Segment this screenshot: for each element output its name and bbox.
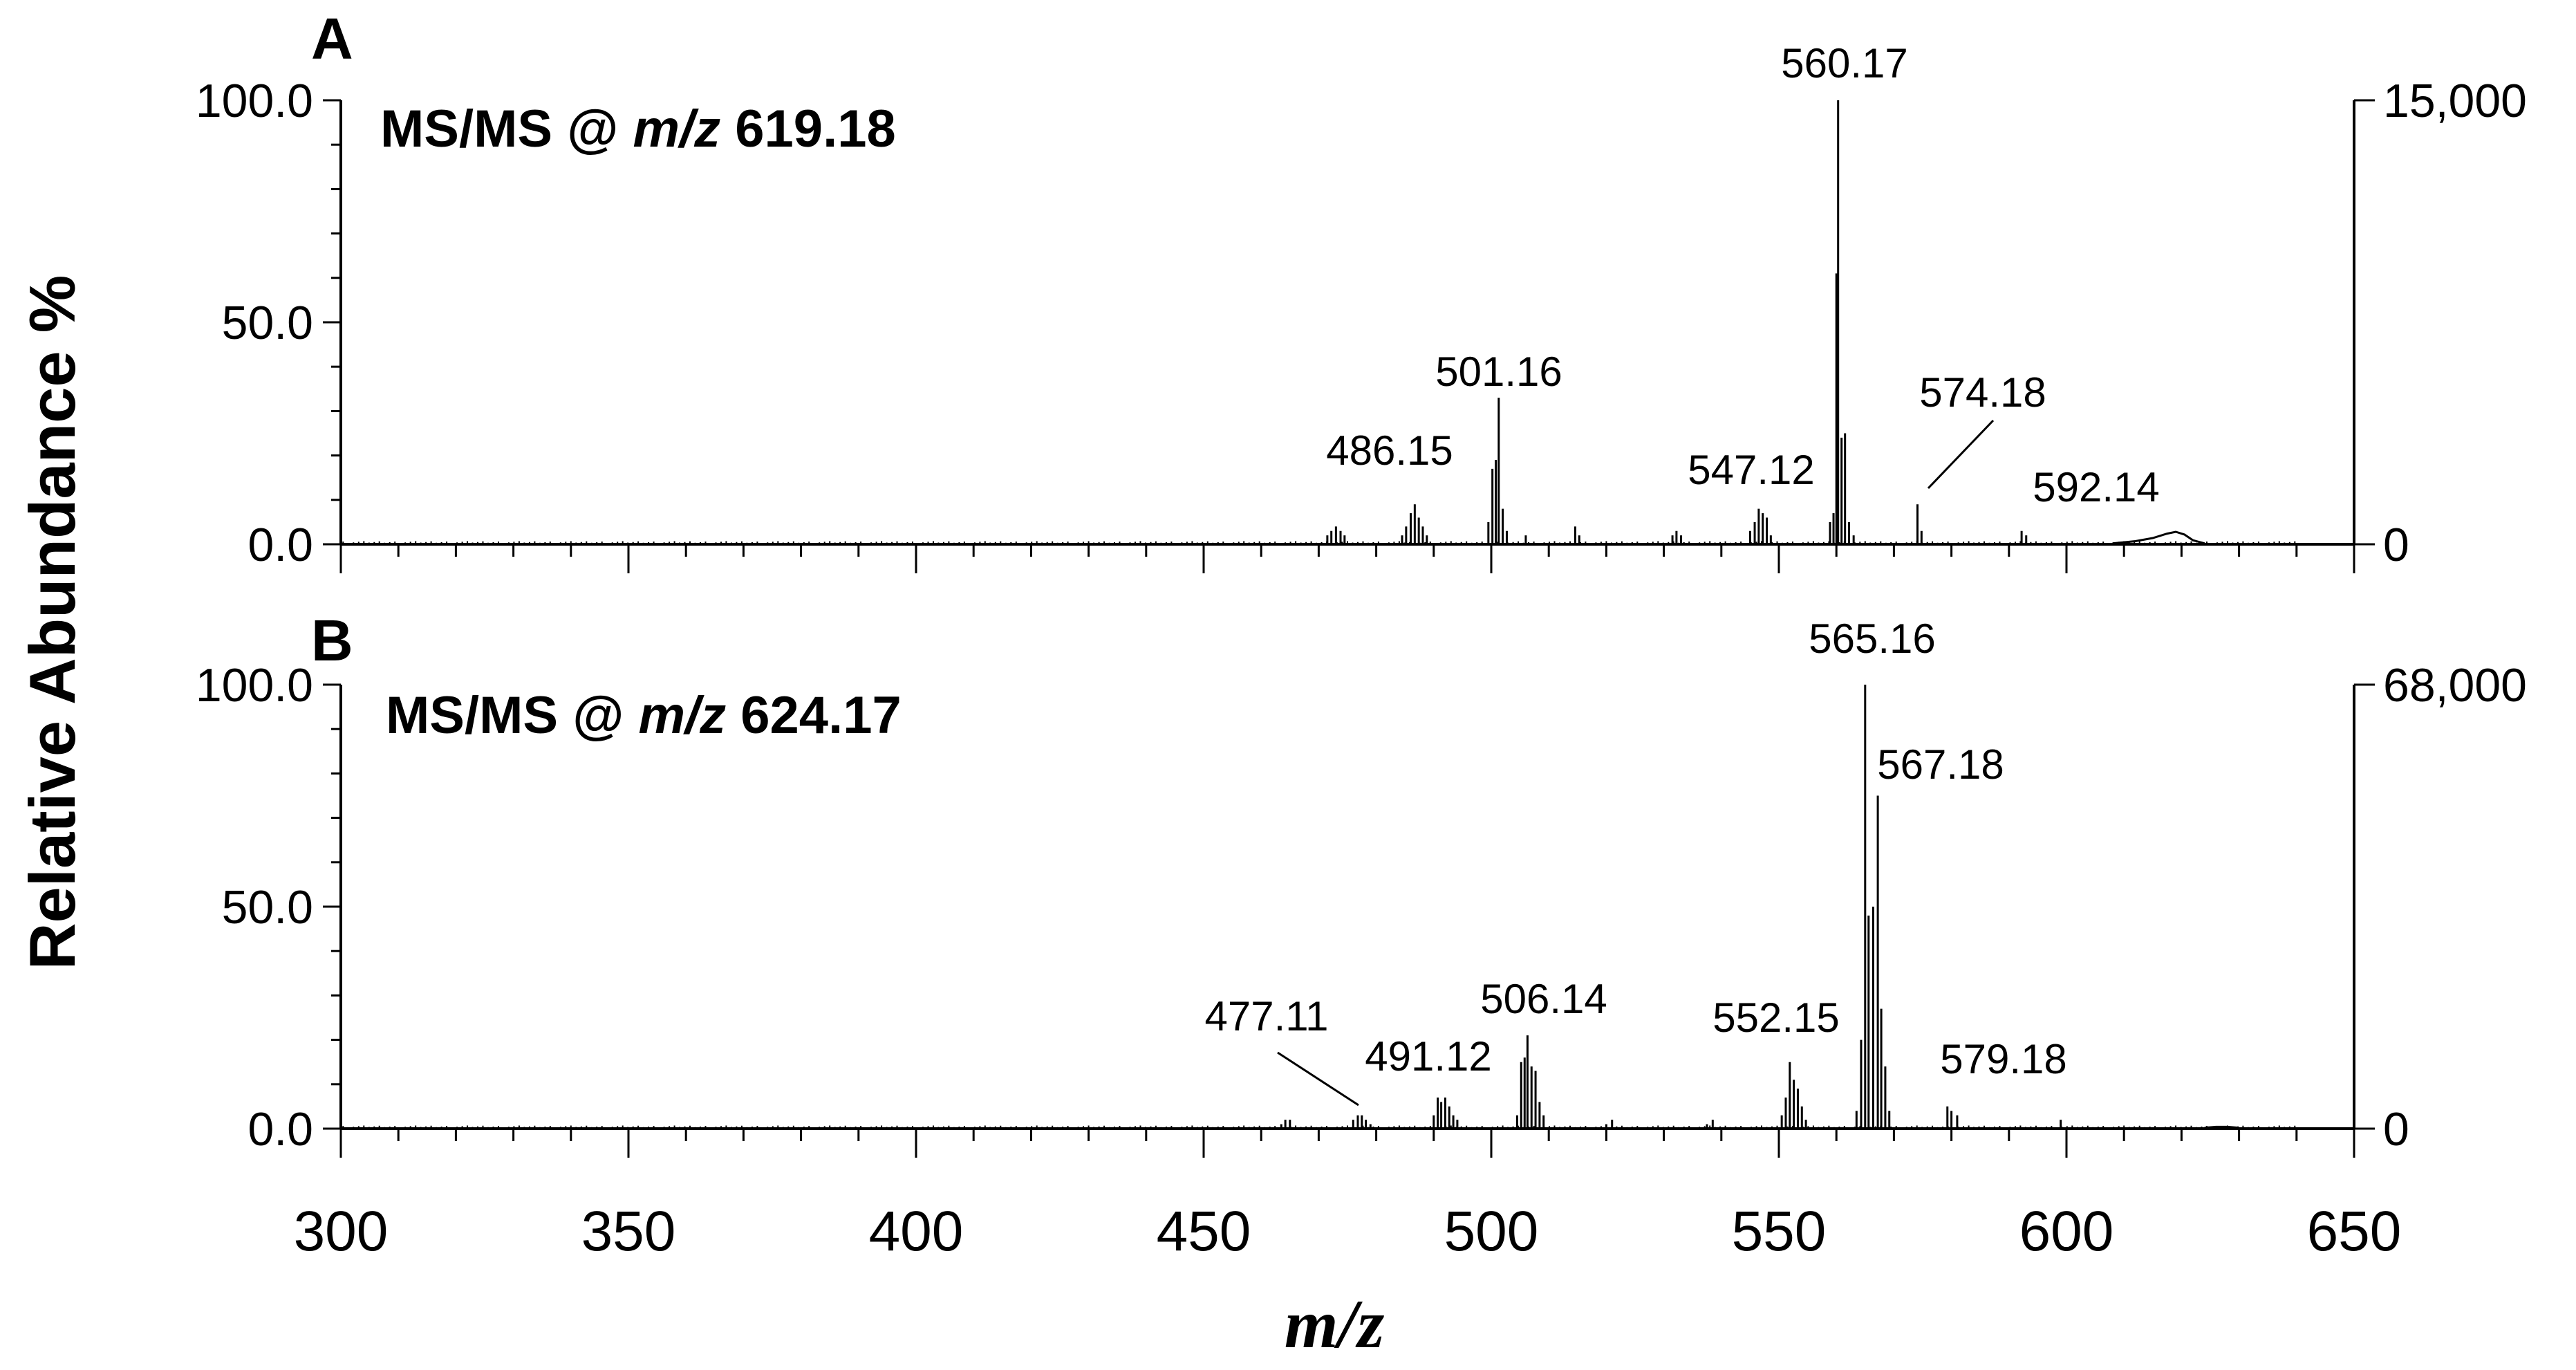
peak-label: 567.18 — [1877, 741, 2004, 788]
y-tick-label: 50.0 — [222, 881, 313, 934]
right-axis-tick-label: 0 — [2383, 519, 2409, 571]
peak-label: 477.11 — [1204, 993, 1328, 1039]
peak-label: 565.16 — [1809, 615, 1936, 662]
x-tick-label: 300 — [294, 1200, 389, 1263]
peak-label: 574.18 — [1919, 369, 2046, 416]
peak-label: 592.14 — [2033, 464, 2160, 510]
peak-leader-line — [1277, 1051, 1359, 1107]
right-axis-tick-label: 68,000 — [2383, 659, 2527, 712]
panel-b-subtitle: MS/MS @ m/z 624.17 — [386, 686, 902, 745]
peak-leader-line — [1927, 419, 1995, 490]
peak-label: 501.16 — [1435, 349, 1562, 395]
panel-b: B MS/MS @ m/z 624.17 0.0 50.0 100.0 0 68,000… — [196, 608, 2527, 1158]
peak-label: 579.18 — [1940, 1036, 2067, 1082]
right-axis-tick-label: 15,000 — [2383, 75, 2527, 127]
x-tick-label: 650 — [2307, 1200, 2402, 1263]
panel-a-letter: A — [311, 6, 353, 71]
peak-label: 547.12 — [1688, 447, 1815, 493]
y-tick-label: 100.0 — [196, 659, 313, 712]
panel-b-letter: B — [311, 608, 353, 673]
x-tick-label: 550 — [1732, 1200, 1827, 1263]
y-axis-label: Relative Abundance % — [16, 275, 88, 970]
y-tick-label: 0.0 — [248, 1103, 313, 1156]
x-tick-label: 500 — [1444, 1200, 1539, 1263]
x-tick-label: 450 — [1157, 1200, 1251, 1263]
hump-peak — [2112, 530, 2205, 545]
y-tick-label: 0.0 — [248, 519, 313, 571]
x-axis-label: m/z — [1285, 1286, 1385, 1362]
y-tick-label: 100.0 — [196, 75, 313, 127]
right-axis-tick-label: 0 — [2383, 1103, 2409, 1156]
peak-label: 506.14 — [1480, 976, 1607, 1022]
x-tick-label: 400 — [869, 1200, 964, 1263]
panel-a-subtitle: MS/MS @ m/z 619.18 — [380, 100, 896, 158]
x-tick-label: 350 — [581, 1200, 676, 1263]
peak-label: 491.12 — [1365, 1033, 1492, 1080]
y-tick-label: 50.0 — [222, 297, 313, 349]
peak-label: 486.15 — [1326, 427, 1453, 474]
panel-a: A MS/MS @ m/z 619.18 0.0 50.0 100.0 0 15,000… — [196, 6, 2527, 573]
x-axis: 300 350 400 450 500 550 600 650 — [294, 1200, 2402, 1263]
peak-label: 552.15 — [1712, 994, 1840, 1041]
x-tick-label: 600 — [2019, 1200, 2114, 1263]
peak-label: 560.17 — [1781, 40, 1908, 86]
noise-peaks — [342, 541, 2296, 544]
